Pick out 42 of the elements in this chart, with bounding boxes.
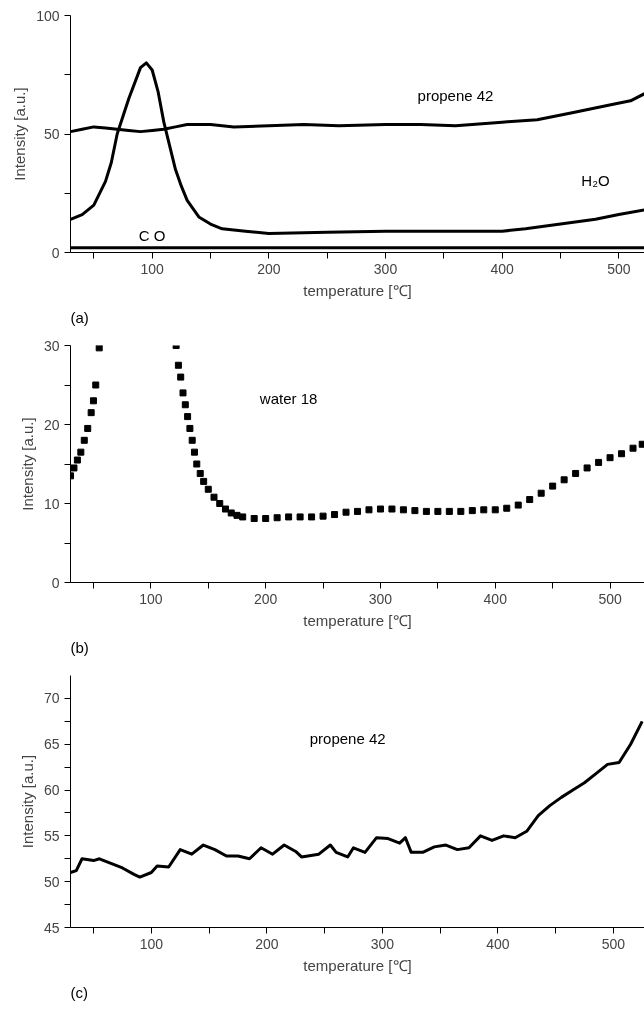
- x-tick-label: 100: [139, 590, 163, 607]
- y-tick-label: 50: [43, 126, 60, 142]
- x-tick-label: 400: [486, 935, 510, 952]
- y-tick-label: 70: [43, 690, 60, 707]
- y-axis-title: Intensity [a.u.]: [18, 417, 36, 511]
- y-tick-label: 55: [43, 827, 60, 844]
- y-tick-label: 100: [36, 7, 60, 24]
- text: propene 42: [309, 729, 386, 747]
- x-tick-label: 100: [139, 935, 164, 952]
- y-tick-label: 0: [51, 244, 60, 261]
- y-tick-label: 30: [43, 337, 60, 354]
- text: (c): [70, 983, 88, 1001]
- x-tick-label: 400: [483, 590, 508, 607]
- y-tick-label: 50: [43, 873, 60, 890]
- x-tick-label: 300: [373, 260, 398, 277]
- y-tick-label: 45: [43, 919, 60, 936]
- x-tick-label: 100: [140, 260, 165, 277]
- y-tick-label: 10: [43, 495, 60, 512]
- x-axis-title: temperature [℃]: [303, 611, 412, 629]
- text: (b): [70, 638, 89, 656]
- x-tick-label: 500: [598, 590, 622, 607]
- y-axis-title: Intensity [a.u.]: [18, 754, 36, 849]
- x-tick-label: 200: [255, 935, 279, 952]
- x-axis-title: temperature [℃]: [303, 956, 412, 974]
- y-tick-label: 60: [43, 782, 60, 799]
- text: water 18: [258, 389, 318, 407]
- x-axis-title: temperature [℃]: [303, 281, 412, 299]
- x-tick-label: 200: [257, 260, 281, 277]
- series-label: propene 42: [417, 86, 494, 104]
- x-tick-label: 400: [490, 260, 515, 277]
- y-axis-title: Intensity [a.u.]: [11, 87, 29, 181]
- y-tick-label: 0: [51, 574, 60, 591]
- x-tick-label: 500: [607, 260, 631, 277]
- x-tick-label: 300: [368, 590, 393, 607]
- y-tick-label: 20: [43, 416, 60, 433]
- series-label: C O: [138, 226, 166, 244]
- text: (a): [70, 308, 89, 326]
- x-tick-label: 500: [601, 935, 626, 952]
- y-tick-label: 65: [43, 736, 60, 753]
- x-tick-label: 300: [370, 935, 395, 952]
- series-label: H₂O: [581, 172, 610, 190]
- x-tick-label: 200: [253, 590, 278, 607]
